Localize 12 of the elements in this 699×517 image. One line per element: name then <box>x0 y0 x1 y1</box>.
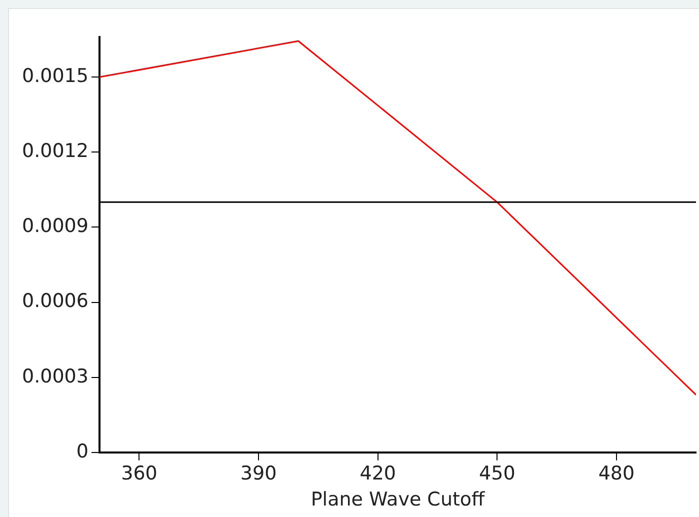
x-tick-label: 480 <box>598 462 635 485</box>
y-tick-label: 0 <box>76 440 88 462</box>
y-tick-label: 0.0012 <box>22 140 88 162</box>
x-tick-label: 450 <box>479 462 516 485</box>
y-tick-label: 0.0009 <box>22 215 88 238</box>
y-tick-label: 0.0006 <box>22 290 88 312</box>
y-tick-label: 0.0003 <box>22 365 88 388</box>
x-tick-label: 420 <box>360 462 396 485</box>
x-tick-label: 360 <box>121 462 158 485</box>
x-tick-label: 390 <box>240 462 277 485</box>
x-axis-title: Plane Wave Cutoff <box>310 488 486 511</box>
y-tick-label: 0.0015 <box>22 64 88 87</box>
